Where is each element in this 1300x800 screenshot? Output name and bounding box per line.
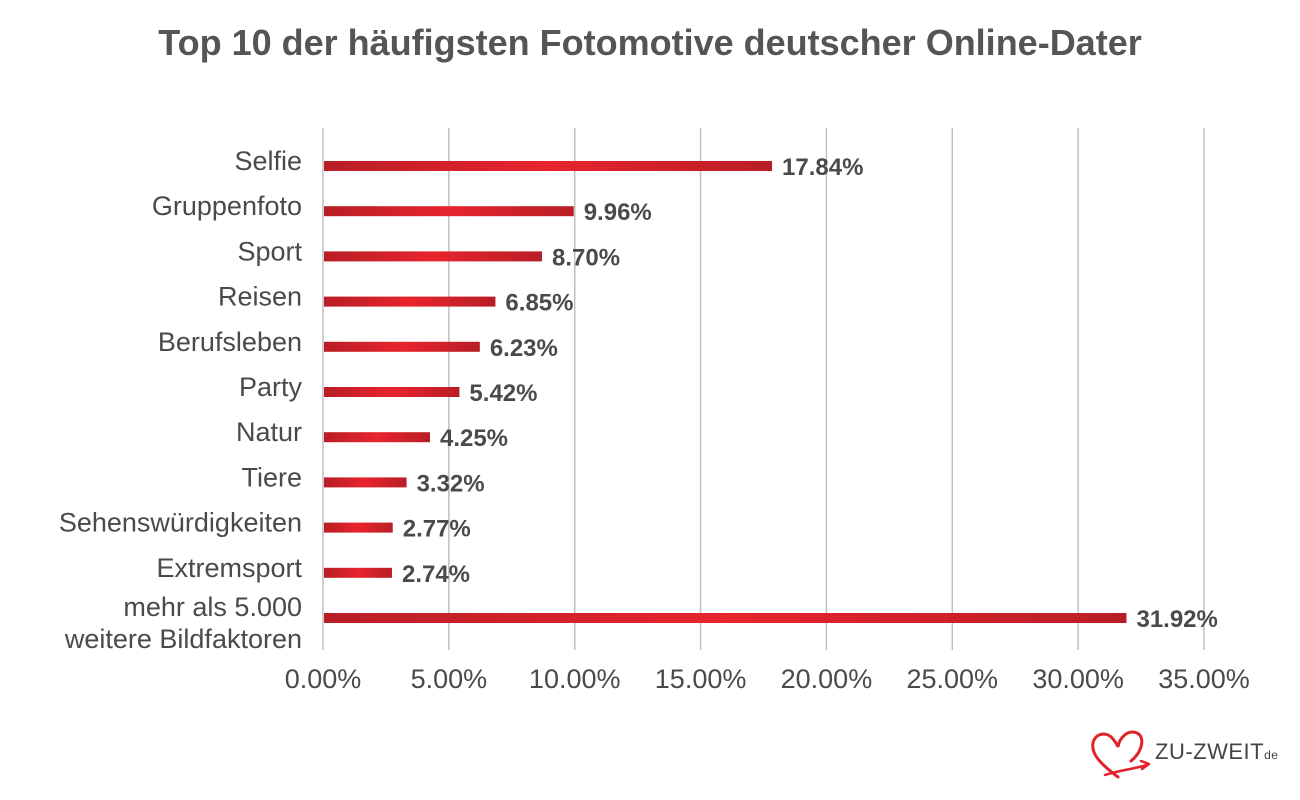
data-label: 6.23% <box>490 335 558 362</box>
data-label: 8.70% <box>552 244 620 271</box>
data-label: 17.84% <box>782 154 863 181</box>
category-label: Berufsleben <box>158 327 302 357</box>
data-label: 6.85% <box>505 290 573 317</box>
category-label: mehr als 5.000 weitere Bildfaktoren <box>64 592 302 654</box>
data-label: 2.74% <box>402 561 470 588</box>
category-label: Gruppenfoto <box>152 191 302 221</box>
x-tick-label: 25.00% <box>906 664 998 694</box>
logo-suffix: de <box>1264 748 1279 762</box>
x-axis-tick-labels: 0.00% 5.00% 10.00% 15.00% 20.00% 25.00% 30.00%… <box>285 664 1250 694</box>
bars <box>324 161 1127 623</box>
bar <box>324 522 393 533</box>
data-label: 2.77% <box>403 516 471 543</box>
bar-chart: Selfie Gruppenfoto Sport Reisen Berufsleben P… <box>59 128 1250 694</box>
category-label: Selfie <box>234 146 302 176</box>
category-label: Natur <box>236 417 302 447</box>
data-label: 4.25% <box>440 425 508 452</box>
category-label: Sport <box>237 236 302 266</box>
bar <box>324 387 460 397</box>
chart-title: Top 10 der häufigsten Fotomotive deutsch… <box>158 22 1142 63</box>
logo-name: ZU-ZWEIT <box>1155 739 1265 764</box>
x-tick-label: 15.00% <box>655 664 747 694</box>
category-labels: Selfie Gruppenfoto Sport Reisen Berufsleben P… <box>59 146 303 654</box>
category-label: Reisen <box>218 282 302 312</box>
zu-zweit-logo: ZU-ZWEITde <box>1085 725 1278 785</box>
data-label: 31.92% <box>1136 606 1217 633</box>
x-tick-label: 35.00% <box>1158 664 1250 694</box>
bar <box>324 296 496 307</box>
category-label: Extremsport <box>156 553 302 583</box>
bar <box>324 432 430 443</box>
data-label: 3.32% <box>417 470 485 497</box>
bar <box>324 477 407 488</box>
category-label: Party <box>239 372 303 402</box>
x-tick-label: 5.00% <box>411 664 488 694</box>
bar <box>324 567 392 578</box>
data-labels: 17.84% 9.96% 8.70% 6.85% 6.23% 5.42% 4.25% 3.32… <box>402 154 1218 633</box>
x-tick-label: 10.00% <box>529 664 621 694</box>
bar <box>324 161 773 171</box>
bar <box>324 341 480 352</box>
x-tick-label: 30.00% <box>1032 664 1124 694</box>
bar <box>324 206 574 217</box>
category-label: Sehenswürdigkeiten <box>59 508 302 538</box>
data-label: 5.42% <box>469 380 537 407</box>
heart-arrow-icon <box>1091 730 1151 779</box>
x-tick-label: 0.00% <box>285 664 362 694</box>
category-label: Tiere <box>241 462 302 492</box>
bar <box>324 613 1127 623</box>
x-tick-label: 20.00% <box>781 664 873 694</box>
bar <box>324 251 542 262</box>
logo-text: ZU-ZWEITde <box>1155 739 1278 765</box>
data-label: 9.96% <box>584 199 652 226</box>
